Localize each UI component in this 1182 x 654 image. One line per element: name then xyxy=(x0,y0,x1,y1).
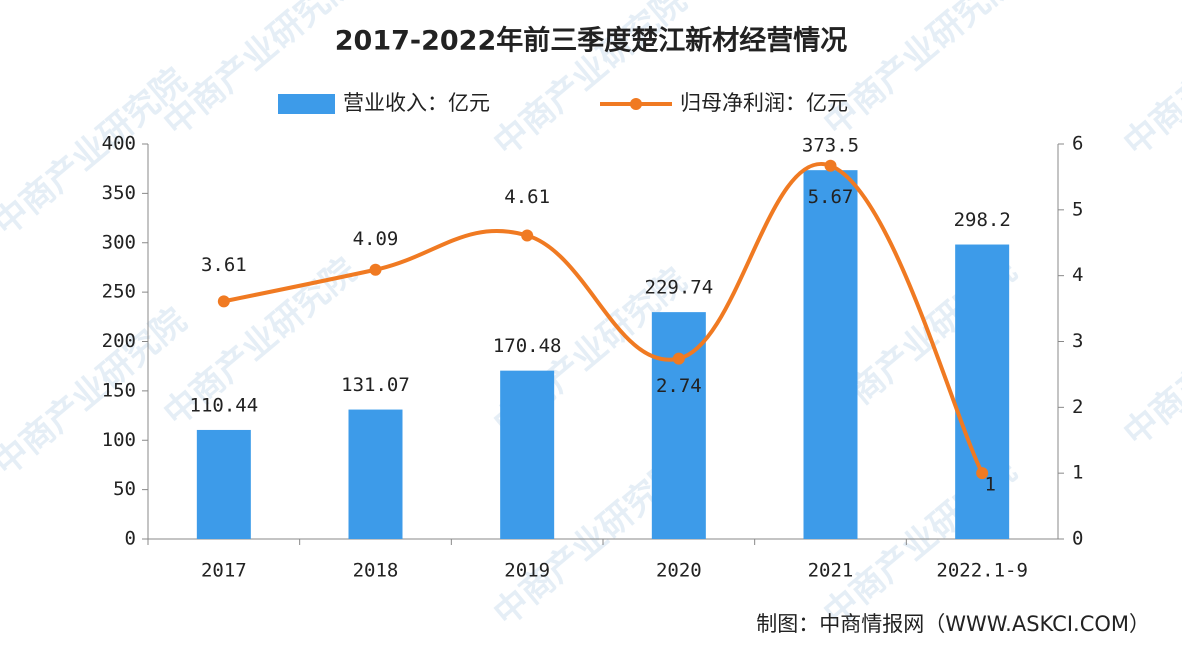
bar xyxy=(500,370,555,539)
legend-label: 营业收入：亿元 xyxy=(343,91,490,115)
bar xyxy=(803,170,858,539)
x-tick-label: 2020 xyxy=(656,560,702,582)
y2-tick-label: 1 xyxy=(1072,462,1083,484)
x-tick-label: 2022.1-9 xyxy=(936,560,1028,582)
legend-swatch-dot xyxy=(630,98,642,110)
y-tick-label: 100 xyxy=(102,429,136,451)
bar-value-label: 131.07 xyxy=(341,374,410,396)
line-point xyxy=(369,263,382,276)
y2-tick-label: 2 xyxy=(1072,396,1083,418)
line-value-label: 5.67 xyxy=(808,186,854,208)
legend-swatch-bar xyxy=(278,94,335,114)
chart-title: 2017-2022年前三季度楚江新材经营情况 xyxy=(335,25,848,57)
y-tick-label: 400 xyxy=(102,133,136,155)
x-tick-label: 2017 xyxy=(201,560,247,582)
x-tick-label: 2018 xyxy=(353,560,399,582)
y-tick-label: 50 xyxy=(113,478,136,500)
line-point xyxy=(672,352,685,365)
y-tick-label: 350 xyxy=(102,182,136,204)
bar-value-label: 170.48 xyxy=(493,335,562,357)
line-value-label: 3.61 xyxy=(201,254,247,276)
y2-tick-label: 5 xyxy=(1072,198,1083,220)
bar-value-label: 373.5 xyxy=(802,135,859,157)
line-point xyxy=(976,467,989,480)
bar xyxy=(196,429,251,539)
y2-tick-label: 3 xyxy=(1072,330,1083,352)
line-value-label: 4.61 xyxy=(504,186,550,208)
y2-tick-label: 6 xyxy=(1072,133,1083,155)
x-tick-label: 2019 xyxy=(504,560,550,582)
y-tick-label: 300 xyxy=(102,231,136,253)
line-value-label: 1 xyxy=(984,474,995,496)
y-tick-label: 200 xyxy=(102,330,136,352)
bar-value-label: 229.74 xyxy=(645,277,714,299)
legend-label: 归母净利润：亿元 xyxy=(680,91,848,115)
bar-value-label: 298.2 xyxy=(954,209,1011,231)
y-tick-label: 0 xyxy=(125,528,136,550)
bar xyxy=(348,409,403,539)
y-tick-label: 250 xyxy=(102,281,136,303)
line-value-label: 2.74 xyxy=(656,375,702,397)
x-tick-label: 2021 xyxy=(808,560,854,582)
line-point xyxy=(824,159,837,172)
line-point xyxy=(521,229,534,242)
y2-tick-label: 4 xyxy=(1072,264,1083,286)
y-tick-label: 150 xyxy=(102,379,136,401)
source-note: 制图：中商情报网（WWW.ASKCI.COM） xyxy=(756,612,1150,636)
bar-value-label: 110.44 xyxy=(190,394,259,416)
y2-tick-label: 0 xyxy=(1072,528,1083,550)
bar xyxy=(955,244,1010,539)
line-point xyxy=(217,295,230,308)
line-value-label: 4.09 xyxy=(353,228,399,250)
